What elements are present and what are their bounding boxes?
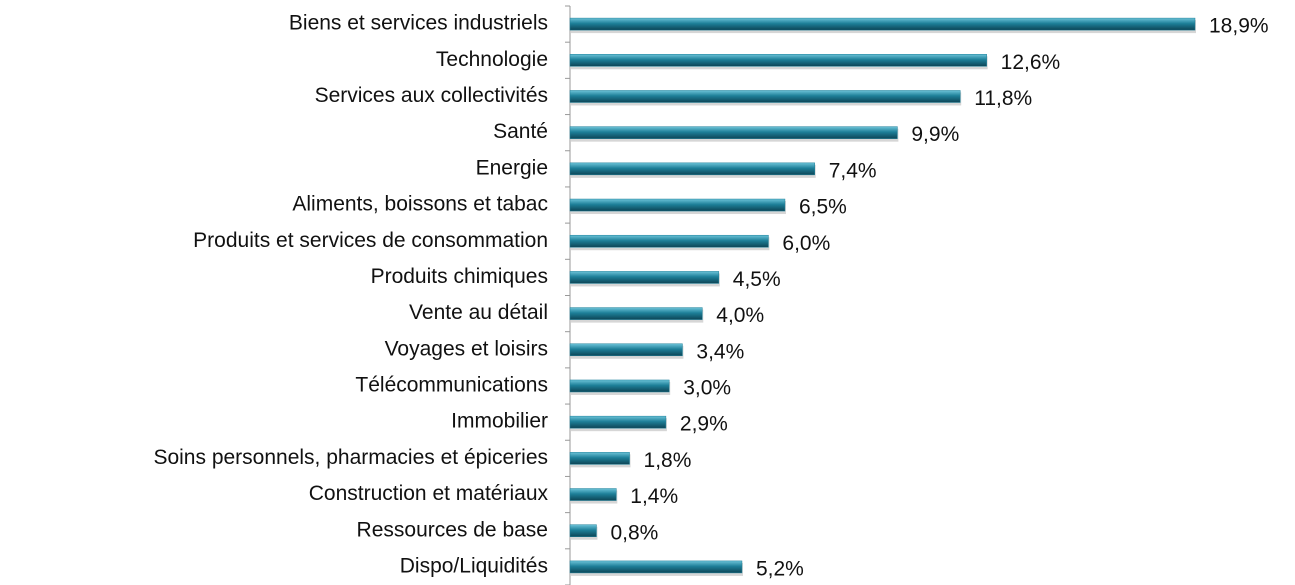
- bar: [569, 343, 683, 357]
- value-label: 6,0%: [782, 232, 830, 255]
- bar: [569, 54, 987, 67]
- y-tick-label: Construction et matériaux: [309, 482, 549, 505]
- bar: [569, 90, 961, 103]
- bar: [569, 488, 617, 501]
- value-label: 2,9%: [680, 413, 728, 436]
- bar: [569, 162, 815, 176]
- value-label: 1,8%: [644, 449, 692, 472]
- bar: [569, 17, 1196, 31]
- y-tick-label: Produits et services de consommation: [193, 229, 548, 252]
- bar: [569, 271, 720, 284]
- y-tick-label: Services aux collectivités: [315, 84, 548, 107]
- value-label: 4,5%: [733, 268, 781, 291]
- bar: [569, 560, 743, 574]
- value-label: 18,9%: [1209, 15, 1269, 38]
- bar: [569, 307, 703, 320]
- y-tick-label: Soins personnels, pharmacies et épicerie…: [153, 446, 548, 469]
- y-tick-label: Dispo/Liquidités: [400, 554, 548, 577]
- value-label: 0,8%: [610, 521, 658, 544]
- bar: [569, 452, 630, 465]
- bar: [569, 379, 670, 393]
- bar: [569, 126, 898, 139]
- value-label: 5,2%: [756, 557, 804, 580]
- y-tick-label: Biens et services industriels: [289, 12, 548, 35]
- y-tick-label: Produits chimiques: [371, 265, 548, 288]
- bar: [569, 524, 597, 537]
- value-label: 3,4%: [696, 340, 744, 363]
- value-label: 3,0%: [683, 377, 731, 400]
- value-label: 6,5%: [799, 196, 847, 219]
- y-tick-label: Santé: [493, 120, 548, 143]
- bar: [569, 415, 667, 429]
- value-label: 11,8%: [974, 87, 1032, 110]
- y-tick-label: Voyages et loisirs: [385, 337, 548, 360]
- y-tick-label: Aliments, boissons et tabac: [292, 193, 548, 216]
- bar: [569, 198, 786, 212]
- y-tick-label: Ressources de base: [357, 518, 548, 541]
- value-label: 7,4%: [829, 159, 877, 182]
- y-tick-label: Vente au détail: [409, 301, 548, 324]
- value-label: 9,9%: [911, 123, 959, 146]
- value-label: 12,6%: [1001, 51, 1061, 74]
- value-label: 4,0%: [716, 304, 764, 327]
- y-tick-label: Energie: [476, 156, 548, 179]
- y-tick-label: Technologie: [436, 48, 548, 71]
- bar: [569, 234, 769, 248]
- y-tick-label: Télécommunications: [355, 374, 548, 397]
- value-label: 1,4%: [630, 485, 678, 508]
- y-tick-label: Immobilier: [451, 410, 548, 433]
